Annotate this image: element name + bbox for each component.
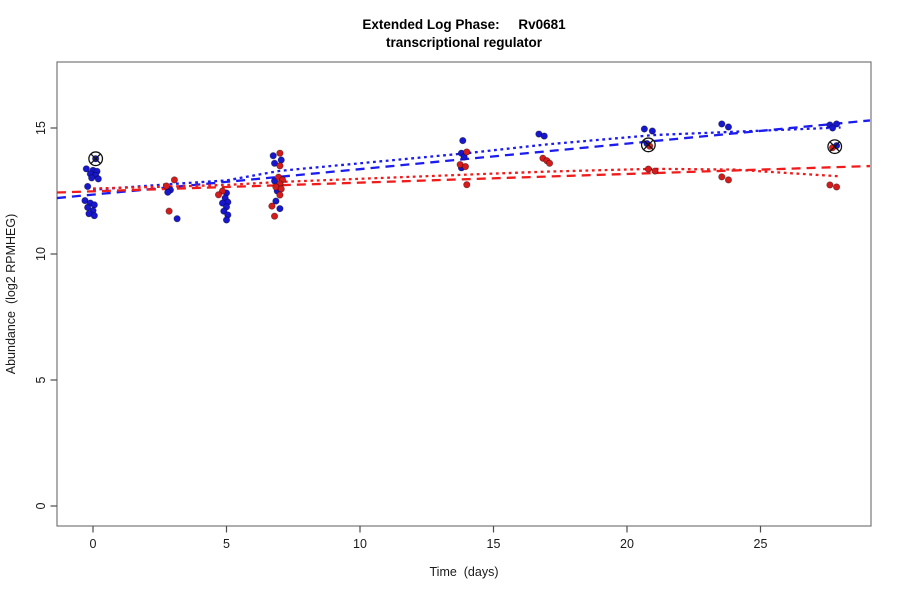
y-axis-label: Abundance (log2 RPMHEG): [4, 214, 18, 375]
data-point-condition-blue: [540, 132, 548, 140]
data-point-condition-red: [461, 162, 470, 171]
x-tick-label: 15: [487, 537, 501, 551]
trend-line-red-smooth-fit: [92, 167, 841, 190]
data-point-condition-blue: [84, 182, 92, 191]
data-point-condition-blue: [82, 165, 90, 173]
data-point-condition-blue: [81, 196, 89, 205]
data-point-condition-blue: [90, 201, 98, 209]
data-point-condition-red: [276, 162, 284, 170]
data-point-condition-red: [718, 173, 726, 181]
x-axis-ticks: 0 5 10 15 20 25: [90, 526, 768, 551]
x-tick-label: 0: [90, 537, 97, 551]
outlier-x-stroke: [829, 141, 840, 152]
data-point-condition-blue: [832, 120, 841, 128]
chart-title-line1: Extended Log Phase: Rv0681: [362, 17, 566, 32]
data-point-condition-red: [724, 176, 733, 184]
data-point-condition-blue: [460, 153, 468, 161]
data-point-condition-blue: [640, 125, 648, 133]
x-tick-label: 10: [353, 537, 367, 551]
outlier-circle-x-icon: [640, 137, 656, 153]
data-point-condition-blue: [220, 207, 228, 215]
data-point-condition-red: [463, 148, 471, 156]
data-point-condition-blue: [222, 216, 231, 224]
outlier-markers-layer: [88, 137, 843, 167]
data-point-condition-blue: [94, 175, 102, 183]
data-point-condition-red: [276, 191, 284, 199]
data-point-condition-red: [218, 187, 227, 195]
data-point-condition-blue: [270, 159, 279, 167]
x-tick-label: 25: [754, 537, 768, 551]
y-axis-ticks: 0 5 10 15: [34, 121, 57, 509]
outlier-circle-x-icon: [88, 151, 104, 167]
data-point-condition-blue: [173, 215, 181, 223]
x-tick-label: 20: [620, 537, 634, 551]
data-point-condition-red: [268, 202, 276, 210]
data-points-layer: [81, 120, 841, 224]
y-tick-label: 5: [34, 376, 48, 383]
data-point-condition-red: [277, 185, 285, 193]
data-point-condition-blue: [269, 152, 277, 160]
data-point-condition-blue: [276, 205, 284, 213]
data-point-condition-red: [832, 183, 841, 191]
data-point-condition-blue: [90, 212, 98, 220]
data-point-condition-blue: [88, 174, 96, 182]
y-tick-label: 10: [34, 247, 48, 261]
trend-line-blue-smooth-fit: [92, 126, 841, 191]
data-point-condition-red: [545, 159, 554, 167]
x-tick-label: 5: [223, 537, 230, 551]
x-axis-label: Time (days): [430, 565, 499, 579]
data-point-condition-blue: [164, 188, 172, 196]
data-point-condition-red: [644, 165, 652, 173]
data-point-condition-blue: [272, 197, 280, 205]
data-point-condition-blue: [828, 124, 837, 132]
data-point-condition-red: [170, 176, 179, 184]
data-point-condition-blue: [648, 127, 656, 135]
chart-title-line2: transcriptional regulator: [386, 35, 543, 50]
data-point-condition-red: [826, 181, 834, 189]
data-point-condition-red: [651, 167, 659, 175]
data-point-condition-blue: [277, 156, 285, 164]
data-point-condition-blue: [218, 199, 227, 207]
data-point-condition-blue: [84, 203, 92, 211]
data-point-condition-blue: [718, 120, 726, 128]
outlier-circle-x-icon: [827, 139, 843, 155]
data-point-condition-blue: [459, 137, 467, 145]
outlier-x-stroke: [643, 139, 654, 151]
data-point-condition-red: [276, 149, 284, 157]
y-tick-label: 15: [34, 121, 48, 135]
data-point-condition-red: [270, 212, 279, 220]
data-point-condition-red: [165, 207, 173, 215]
data-point-condition-red: [214, 191, 223, 199]
data-point-condition-red: [162, 182, 171, 190]
outlier-x-stroke: [90, 153, 101, 165]
data-point-condition-red: [463, 181, 471, 189]
plot-frame: [56, 61, 872, 527]
y-tick-label: 0: [34, 502, 48, 509]
data-point-condition-blue: [724, 123, 733, 131]
